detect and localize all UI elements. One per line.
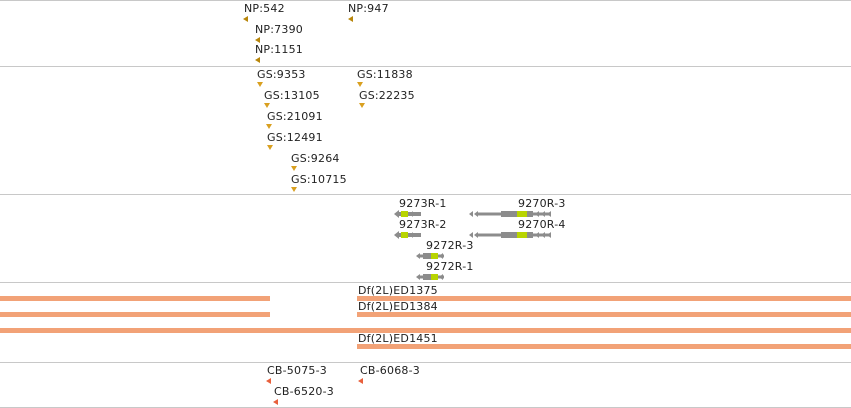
transcript-label[interactable]: 9272R-1: [426, 260, 474, 273]
deficiency-bar[interactable]: [357, 296, 851, 301]
transcript-glyph[interactable]: [394, 210, 424, 218]
track-divider: [0, 66, 851, 67]
insertion-marker-icon[interactable]: [266, 378, 271, 384]
insertion-marker-icon[interactable]: [257, 82, 263, 87]
cb-insertion-label[interactable]: CB-5075-3: [267, 364, 327, 377]
deficiency-bar[interactable]: [0, 296, 270, 301]
track-divider: [0, 194, 851, 195]
cb-insertion-label[interactable]: CB-6068-3: [360, 364, 420, 377]
insertion-marker-icon[interactable]: [273, 399, 278, 405]
insertion-marker-icon[interactable]: [243, 16, 248, 22]
transcript-glyph[interactable]: [469, 210, 555, 218]
deficiency-label[interactable]: Df(2L)ED1375: [358, 284, 438, 297]
gs-insertion-label[interactable]: GS:21091: [267, 110, 323, 123]
insertion-marker-icon[interactable]: [291, 166, 297, 171]
deficiency-bar[interactable]: [357, 312, 851, 317]
transcript-label[interactable]: 9273R-1: [399, 197, 447, 210]
insertion-marker-icon[interactable]: [255, 37, 260, 43]
transcript-label[interactable]: 9270R-4: [518, 218, 566, 231]
track-divider: [0, 282, 851, 283]
gs-insertion-label[interactable]: GS:13105: [264, 89, 320, 102]
insertion-marker-icon[interactable]: [255, 57, 260, 63]
transcript-label[interactable]: 9273R-2: [399, 218, 447, 231]
transcript-label[interactable]: 9270R-3: [518, 197, 566, 210]
insertion-marker-icon[interactable]: [291, 187, 297, 192]
deficiency-bar[interactable]: [0, 312, 270, 317]
transcript-label[interactable]: 9272R-3: [426, 239, 474, 252]
transcript-glyph[interactable]: [394, 231, 424, 239]
gs-insertion-label[interactable]: GS:22235: [359, 89, 415, 102]
deficiency-bar[interactable]: [357, 344, 851, 349]
gs-insertion-label[interactable]: GS:12491: [267, 131, 323, 144]
insertion-marker-icon[interactable]: [266, 124, 272, 129]
transcript-glyph[interactable]: [416, 252, 446, 260]
insertion-marker-icon[interactable]: [264, 103, 270, 108]
insertion-marker-icon[interactable]: [267, 145, 273, 150]
transcript-glyph[interactable]: [416, 273, 446, 281]
gs-insertion-label[interactable]: GS:10715: [291, 173, 347, 186]
np-insertion-label[interactable]: NP:947: [348, 2, 389, 15]
cb-insertion-label[interactable]: CB-6520-3: [274, 385, 334, 398]
deficiency-label[interactable]: Df(2L)ED1384: [358, 300, 438, 313]
gs-insertion-label[interactable]: GS:11838: [357, 68, 413, 81]
deficiency-label[interactable]: Df(2L)ED1451: [358, 332, 438, 345]
np-insertion-label[interactable]: NP:7390: [255, 23, 303, 36]
np-insertion-label[interactable]: NP:1151: [255, 43, 303, 56]
np-insertion-label[interactable]: NP:542: [244, 2, 285, 15]
gs-insertion-label[interactable]: GS:9264: [291, 152, 340, 165]
gs-insertion-label[interactable]: GS:9353: [257, 68, 306, 81]
deficiency-bar[interactable]: [0, 328, 851, 333]
transcript-glyph[interactable]: [469, 231, 555, 239]
insertion-marker-icon[interactable]: [357, 82, 363, 87]
track-divider: [0, 362, 851, 363]
insertion-marker-icon[interactable]: [358, 378, 363, 384]
insertion-marker-icon[interactable]: [359, 103, 365, 108]
track-divider: [0, 0, 851, 1]
insertion-marker-icon[interactable]: [348, 16, 353, 22]
